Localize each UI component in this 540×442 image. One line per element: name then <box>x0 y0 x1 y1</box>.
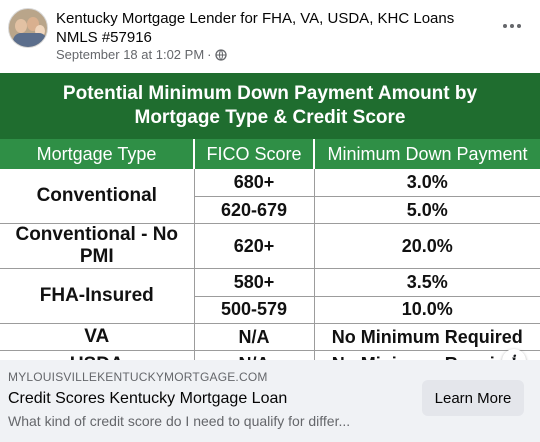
fico-cell: 620+ <box>194 223 315 270</box>
fico-cell: 580+ <box>194 268 315 297</box>
page-name-link[interactable]: Kentucky Mortgage Lender for FHA, VA, US… <box>56 10 455 46</box>
mortgage-type-cell: USDA <box>0 350 195 360</box>
link-preview[interactable]: MYLOUISVILLEKENTUCKYMORTGAGE.COM Credit … <box>0 360 540 442</box>
table-header-row: Mortgage Type FICO Score Minimum Down Pa… <box>0 139 540 169</box>
meta-separator: · <box>207 47 212 62</box>
fico-cell: N/A <box>194 323 315 352</box>
table-row: USDA N/A No Minimum Required <box>0 350 540 360</box>
header-minimum-down-payment: Minimum Down Payment <box>314 139 540 169</box>
fico-cell: N/A <box>194 350 315 360</box>
graphic-title-line-2: Mortgage Type & Credit Score <box>134 107 406 128</box>
table-row: VA N/A No Minimum Required <box>0 323 540 352</box>
header-mortgage-type: Mortgage Type <box>0 139 195 169</box>
learn-more-button[interactable]: Learn More <box>422 380 524 416</box>
header-fico-score: FICO Score <box>194 139 315 169</box>
page-avatar[interactable] <box>8 8 48 48</box>
fico-cell: 680+ <box>194 169 315 197</box>
table-row: 620-679 5.0% <box>0 196 540 225</box>
down-payment-cell: No Minimum Required <box>314 323 540 352</box>
down-payment-cell: 20.0% <box>314 223 540 270</box>
table-row: 500-579 10.0% <box>0 296 540 325</box>
mortgage-type-cell: FHA-Insured <box>0 268 195 325</box>
graphic-title: Potential Minimum Down Payment Amount by… <box>0 73 540 139</box>
mortgage-type-cell: VA <box>0 323 195 352</box>
more-options-icon <box>503 24 507 28</box>
more-options-button[interactable] <box>500 14 524 38</box>
mortgage-type-cell: Conventional - No PMI <box>0 223 195 270</box>
post-meta: September 18 at 1:02 PM · <box>56 47 227 62</box>
down-payment-table: Mortgage Type FICO Score Minimum Down Pa… <box>0 139 540 360</box>
table-row: Conventional - No PMI 620+ 20.0% <box>0 223 540 270</box>
down-payment-cell: 3.5% <box>314 268 540 297</box>
fico-cell: 620-679 <box>194 196 315 225</box>
link-headline[interactable]: Credit Scores Kentucky Mortgage Loan <box>8 390 288 407</box>
down-payment-cell: 5.0% <box>314 196 540 225</box>
globe-icon <box>214 48 227 61</box>
down-payment-cell: No Minimum Required <box>314 350 540 360</box>
post-timestamp[interactable]: September 18 at 1:02 PM <box>56 47 205 62</box>
link-domain: MYLOUISVILLEKENTUCKYMORTGAGE.COM <box>8 370 268 384</box>
post-header: Kentucky Mortgage Lender for FHA, VA, US… <box>0 0 540 72</box>
fico-cell: 500-579 <box>194 296 315 325</box>
post-image[interactable]: Potential Minimum Down Payment Amount by… <box>0 73 540 360</box>
table-row: Conventional 680+ 3.0% <box>0 169 540 225</box>
down-payment-cell: 10.0% <box>314 296 540 325</box>
mortgage-type-cell: Conventional <box>0 169 195 225</box>
down-payment-cell: 3.0% <box>314 169 540 197</box>
link-description: What kind of credit score do I need to q… <box>8 413 351 429</box>
table-row: FHA-Insured 580+ 3.5% <box>0 268 540 325</box>
graphic-title-line-1: Potential Minimum Down Payment Amount by <box>62 83 478 104</box>
